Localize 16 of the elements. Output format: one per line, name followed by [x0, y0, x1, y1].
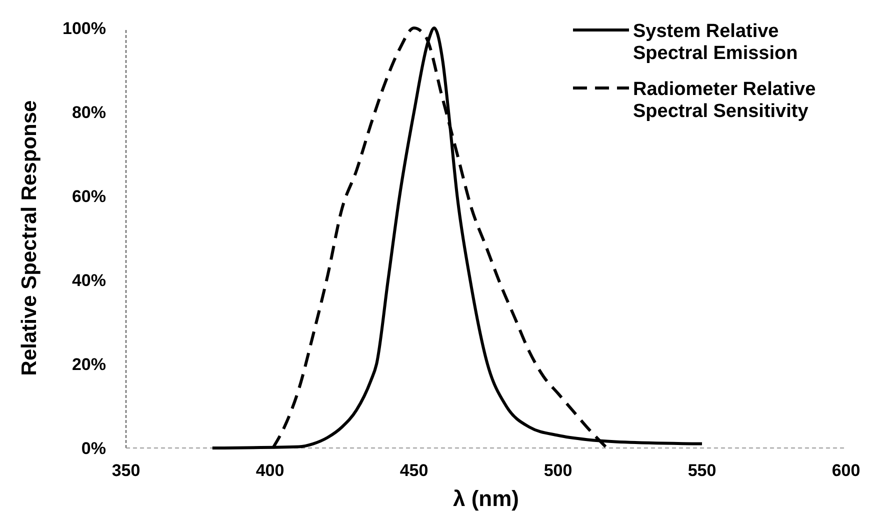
y-tick-label: 40% [72, 271, 106, 290]
y-tick-label: 0% [81, 439, 106, 458]
y-axis-title: Relative Spectral Response [18, 100, 41, 376]
y-tick-label: 80% [72, 103, 106, 122]
y-tick-label: 20% [72, 355, 106, 374]
legend-label: Radiometer Relative Spectral Sensitivity [633, 79, 816, 122]
y-tick-label: 60% [72, 187, 106, 206]
y-tick-label: 100% [62, 19, 106, 38]
x-tick-label: 400 [256, 461, 284, 480]
x-tick-label: 350 [112, 461, 140, 480]
x-tick-label: 450 [400, 461, 428, 480]
legend-label: System Relative Spectral Emission [633, 21, 798, 64]
x-tick-label: 500 [544, 461, 572, 480]
x-axis-title: λ (nm) [453, 486, 519, 511]
x-tick-label: 600 [832, 461, 860, 480]
x-tick-label: 550 [688, 461, 716, 480]
